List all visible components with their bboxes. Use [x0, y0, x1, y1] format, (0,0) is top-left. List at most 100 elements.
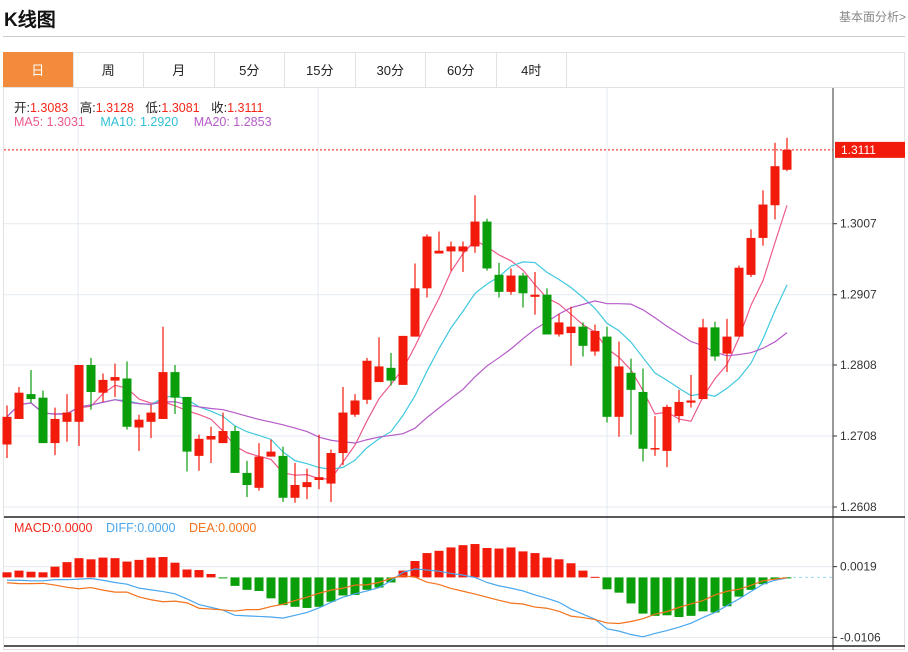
- macd-bar: [530, 553, 540, 578]
- ma-readout: MA5: 1.3031 MA10: 1.2920 MA20: 1.2853: [14, 115, 280, 129]
- candle-up: [530, 294, 540, 297]
- candle-up: [698, 327, 708, 400]
- diff-value: DIFF:0.0000: [106, 521, 176, 535]
- candle-up: [782, 149, 792, 170]
- candle-up: [266, 451, 276, 457]
- tab-30min[interactable]: 30分: [356, 52, 426, 87]
- candle-up: [458, 246, 468, 252]
- macd-bar: [542, 557, 552, 578]
- tab-week[interactable]: 周: [74, 52, 144, 87]
- candle-down: [170, 372, 180, 398]
- last-price-badge: [835, 141, 905, 158]
- macd-bar: [602, 577, 612, 590]
- macd-bar: [518, 551, 528, 578]
- macd-tick-label: 0.0019: [840, 560, 877, 574]
- macd-tick-label: -0.0106: [840, 630, 881, 644]
- candle-down: [602, 336, 612, 417]
- ma5-value: MA5: 1.3031: [14, 115, 85, 129]
- candle-up: [434, 250, 444, 254]
- period-tabs: 日 周 月 5分 15分 30分 60分 4时: [3, 52, 905, 88]
- candle-up: [302, 482, 312, 488]
- candle-down: [86, 365, 96, 392]
- macd-bar: [638, 577, 648, 614]
- candle-up: [338, 412, 348, 454]
- macd-bar: [62, 562, 72, 578]
- candle-up: [758, 204, 768, 238]
- macd-bar: [86, 559, 96, 578]
- macd-bar: [674, 577, 684, 617]
- macd-readout: MACD:0.0000 DIFF:0.0000 DEA:0.0000: [14, 521, 264, 535]
- macd-bar: [146, 557, 156, 578]
- candle-down: [518, 275, 528, 294]
- ma10-value: MA10: 1.2920: [100, 115, 179, 129]
- macd-bar: [230, 577, 240, 586]
- candle-up: [194, 438, 204, 456]
- macd-bar: [74, 558, 84, 578]
- candle-up: [734, 267, 744, 337]
- candle-up: [554, 322, 564, 335]
- candle-up: [662, 406, 672, 451]
- tab-day[interactable]: 日: [3, 52, 74, 87]
- macd-bar: [566, 563, 576, 578]
- candle-up: [674, 401, 684, 417]
- candle-down: [242, 472, 252, 485]
- candle-up: [590, 330, 600, 352]
- candle-up: [146, 412, 156, 422]
- candle-up: [290, 484, 300, 498]
- ohlc-readout: 开:1.3083 高:1.3128 低:1.3081 收:1.3111: [14, 97, 271, 116]
- candle-down: [482, 221, 492, 269]
- macd-bar: [182, 569, 192, 578]
- candle-up: [254, 456, 264, 488]
- candle-up: [722, 336, 732, 354]
- tab-month[interactable]: 月: [144, 52, 215, 87]
- ma20-value: MA20: 1.2853: [193, 115, 272, 129]
- macd-bar: [338, 577, 348, 596]
- macd-bar: [422, 553, 432, 578]
- candle-up: [410, 288, 420, 337]
- macd-bar: [158, 557, 168, 578]
- open-label: 开:: [14, 101, 30, 115]
- candle-up: [218, 431, 228, 444]
- candle-down: [38, 397, 48, 444]
- candle-up: [362, 360, 372, 400]
- candle-up: [614, 366, 624, 417]
- candle-up: [506, 275, 516, 292]
- divider: [3, 36, 905, 37]
- tab-60min[interactable]: 60分: [426, 52, 497, 87]
- candle-down: [278, 455, 288, 498]
- macd-bar: [446, 547, 456, 578]
- macd-bar: [38, 572, 48, 578]
- macd-bar: [14, 570, 24, 578]
- macd-bar: [746, 577, 756, 590]
- macd-bar: [110, 558, 120, 578]
- macd-bar: [470, 544, 480, 578]
- macd-bar: [494, 548, 504, 578]
- candle-up: [326, 453, 336, 484]
- macd-bar: [218, 577, 228, 579]
- price-tick-label: 1.2608: [840, 500, 877, 514]
- macd-bar: [734, 577, 744, 597]
- macd-bar: [398, 570, 408, 578]
- macd-bar: [302, 577, 312, 608]
- macd-bar: [698, 577, 708, 612]
- candle-down: [638, 391, 648, 449]
- fundamental-analysis-link[interactable]: 基本面分析>: [838, 10, 906, 24]
- candle-up: [374, 366, 384, 383]
- macd-bar: [122, 561, 132, 578]
- candle-up: [686, 400, 696, 403]
- candle-down: [230, 431, 240, 473]
- candle-down: [26, 394, 36, 400]
- tab-4h[interactable]: 4时: [497, 52, 567, 87]
- macd-bar: [554, 559, 564, 578]
- tab-15min[interactable]: 15分: [285, 52, 356, 87]
- tab-5min[interactable]: 5分: [215, 52, 285, 87]
- macd-bar: [290, 577, 300, 607]
- macd-bar: [2, 572, 12, 578]
- candle-up: [314, 477, 324, 481]
- candle-up: [74, 365, 84, 422]
- macd-bar: [278, 577, 288, 606]
- macd-bar: [590, 576, 600, 578]
- low-value: 1.3081: [161, 101, 200, 115]
- ma20-line: [6, 300, 788, 444]
